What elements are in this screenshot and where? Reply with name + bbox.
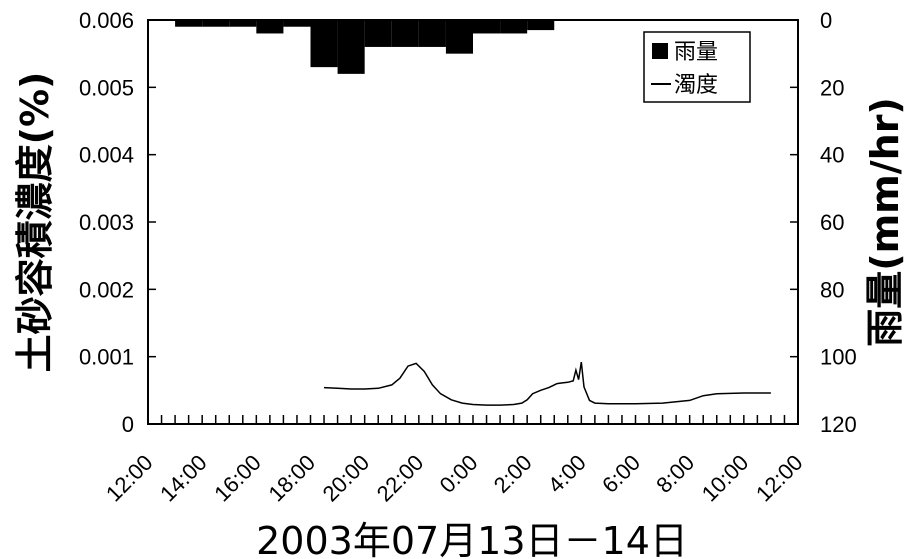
right-tick-label: 100 [820, 345, 857, 370]
turbidity-series [323, 361, 771, 406]
legend-rain-swatch [652, 43, 668, 59]
rain-bar [445, 20, 473, 54]
right-axis-title: 雨量(mm/hr) [863, 97, 907, 347]
x-tick-label: 2:00 [489, 450, 537, 498]
left-axis-title: 土砂容積濃度(%) [13, 72, 57, 373]
left-tick-label: 0.004 [79, 143, 134, 168]
rain-bar [310, 20, 338, 68]
legend: 雨量 濁度 [643, 31, 751, 103]
x-tick-label: 16:00 [209, 450, 266, 507]
legend-turbidity-label: 濁度 [674, 73, 718, 98]
rain-bar [337, 20, 365, 74]
x-axis-ticks [147, 415, 799, 424]
right-tick-label: 20 [820, 75, 844, 100]
left-tick-label: 0 [122, 412, 134, 437]
rain-bar [175, 20, 203, 27]
legend-rain-label: 雨量 [674, 40, 718, 65]
rain-bars [175, 20, 555, 74]
rain-bar [418, 20, 446, 47]
right-tick-label: 0 [820, 8, 832, 33]
rain-bar [500, 20, 528, 34]
x-tick-label: 14:00 [155, 450, 212, 507]
rain-bar [473, 20, 501, 34]
left-tick-label: 0.006 [79, 8, 134, 33]
rain-bar [391, 20, 419, 47]
x-axis-title: 2003年07月13日－14日 [256, 519, 688, 559]
left-axis-ticks: 0 0.001 0.002 0.003 0.004 0.005 0.006 [79, 8, 156, 437]
x-tick-label: 18:00 [263, 450, 320, 507]
rain-bar [229, 20, 257, 27]
rain-bar [283, 20, 311, 27]
x-tick-label: 8:00 [651, 450, 699, 498]
x-tick-label: 0:00 [435, 450, 483, 498]
x-tick-label: 10:00 [697, 450, 754, 507]
right-tick-label: 40 [820, 143, 844, 168]
rain-bar [202, 20, 230, 27]
right-tick-label: 80 [820, 277, 844, 302]
x-tick-label: 12:00 [751, 450, 808, 507]
turbidity-line [323, 361, 771, 406]
rain-bar [256, 20, 284, 34]
right-tick-label: 120 [820, 412, 857, 437]
left-tick-label: 0.003 [79, 210, 134, 235]
x-tick-label: 12:00 [101, 450, 158, 507]
right-tick-label: 60 [820, 210, 844, 235]
x-tick-label: 6:00 [597, 450, 645, 498]
rain-bar [364, 20, 392, 47]
left-tick-label: 0.002 [79, 277, 134, 302]
left-tick-label: 0.005 [79, 75, 134, 100]
rain-bar [527, 20, 555, 31]
x-tick-label: 22:00 [372, 450, 429, 507]
x-tick-label: 20:00 [318, 450, 375, 507]
x-tick-label: 4:00 [543, 450, 591, 498]
left-tick-label: 0.001 [79, 345, 134, 370]
right-axis-ticks: 0 20 40 60 80 100 120 [790, 8, 857, 437]
